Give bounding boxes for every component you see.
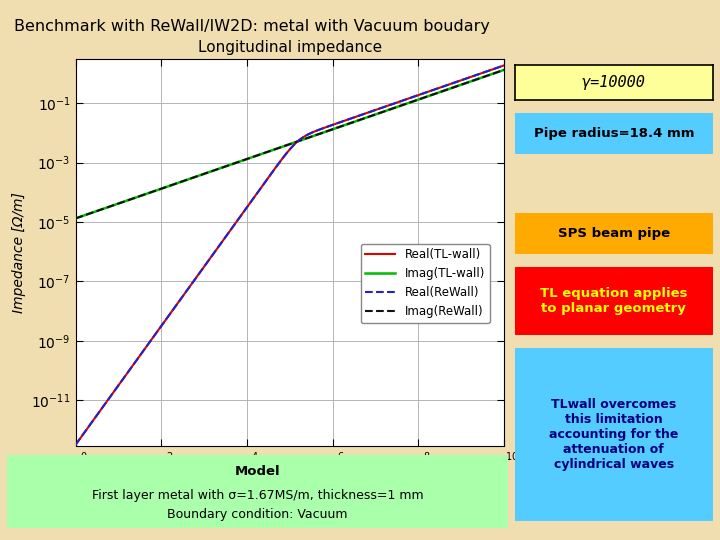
- Text: Benchmark with ReWall/IW2D: metal with Vacuum boudary: Benchmark with ReWall/IW2D: metal with V…: [14, 19, 490, 34]
- Y-axis label: Impedance [Ω/m]: Impedance [Ω/m]: [12, 192, 26, 313]
- Text: TLwall overcomes
this limitation
accounting for the
attenuation of
cylindrical w: TLwall overcomes this limitation account…: [549, 398, 678, 471]
- Text: γ=10000: γ=10000: [582, 75, 646, 90]
- X-axis label: Frequency [Hz]: Frequency [Hz]: [230, 475, 349, 489]
- Legend: Real(TL-wall), Imag(TL-wall), Real(ReWall), Imag(ReWall): Real(TL-wall), Imag(TL-wall), Real(ReWal…: [361, 244, 490, 323]
- Text: SPS beam pipe: SPS beam pipe: [558, 227, 670, 240]
- Title: Longitudinal impedance: Longitudinal impedance: [198, 40, 382, 56]
- Text: Model: Model: [235, 465, 280, 478]
- Text: First layer metal with σ=1.67MS/m, thickness=1 mm: First layer metal with σ=1.67MS/m, thick…: [91, 489, 423, 502]
- Text: Boundary condition: Vacuum: Boundary condition: Vacuum: [167, 509, 348, 522]
- Text: Pipe radius=18.4 mm: Pipe radius=18.4 mm: [534, 127, 694, 140]
- Text: TL equation applies
to planar geometry: TL equation applies to planar geometry: [540, 287, 688, 315]
